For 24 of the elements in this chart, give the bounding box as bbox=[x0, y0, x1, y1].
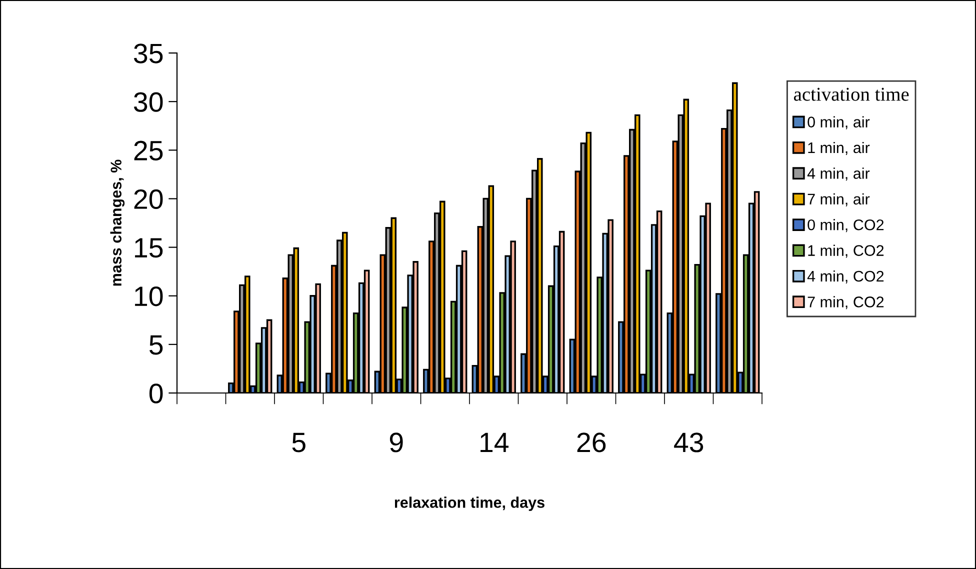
y-tick-label: 35 bbox=[134, 44, 163, 64]
y-tick-label: 0 bbox=[149, 384, 163, 404]
y-tick-label: 30 bbox=[134, 92, 163, 112]
x-axis-title: relaxation time, days bbox=[394, 496, 544, 511]
legend-label: 1 min, air bbox=[808, 142, 870, 155]
legend-label: 4 min, air bbox=[807, 168, 870, 181]
y-tick-label: 25 bbox=[134, 140, 163, 160]
legend-label: 0 min, air bbox=[808, 116, 870, 130]
legend-label: 4 min, CO2 bbox=[807, 270, 884, 284]
legend-label: 0 min, CO2 bbox=[808, 219, 884, 232]
y-axis-title: mass changes, % bbox=[110, 160, 125, 286]
y-tick-label: 15 bbox=[135, 238, 163, 258]
legend-label: 1 min, CO2 bbox=[808, 244, 884, 258]
y-tick-label: 5 bbox=[149, 335, 163, 355]
x-tick-label: 43 bbox=[674, 432, 704, 452]
x-tick-label: 5 bbox=[292, 432, 306, 452]
y-tick-label: 20 bbox=[134, 189, 163, 210]
y-tick-label: 10 bbox=[135, 286, 163, 306]
x-tick-label: 14 bbox=[480, 432, 509, 452]
x-tick-label: 9 bbox=[390, 432, 403, 452]
x-tick-label: 26 bbox=[577, 432, 606, 452]
legend-label: 7 min, air bbox=[808, 193, 870, 206]
legend-label: 7 min, CO2 bbox=[808, 296, 884, 310]
legend-title: activation time bbox=[794, 88, 909, 101]
